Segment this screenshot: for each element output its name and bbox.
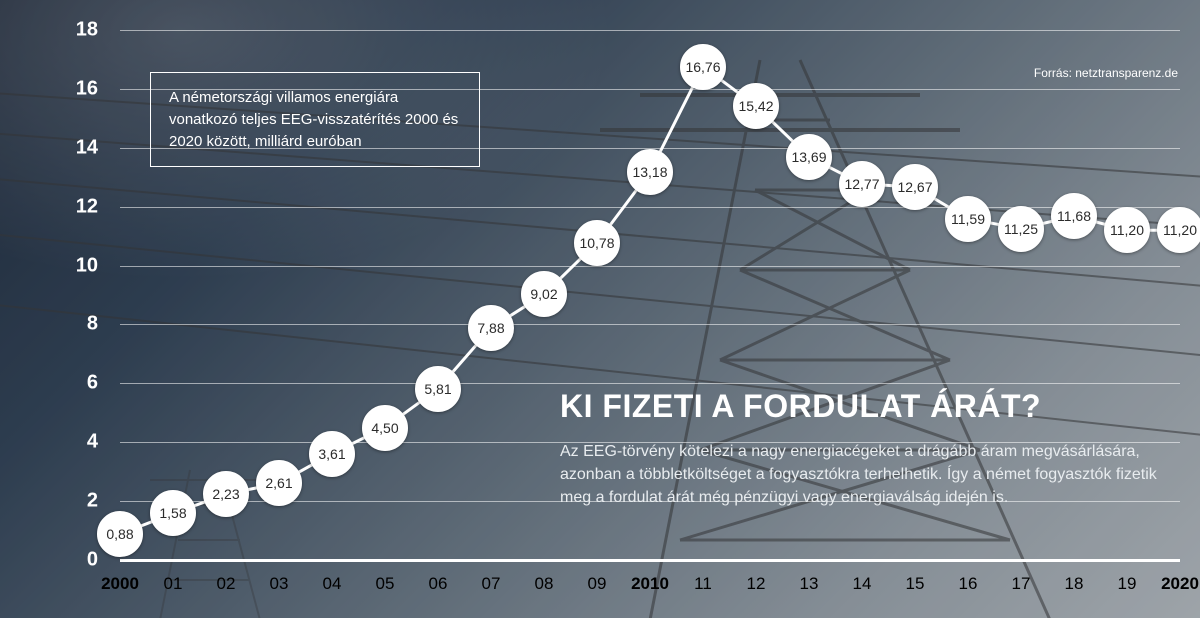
data-point-label: 11,20 xyxy=(1163,222,1197,238)
data-point-label: 11,59 xyxy=(951,211,985,227)
data-point: 11,20 xyxy=(1104,207,1150,253)
data-point-label: 5,81 xyxy=(424,381,451,397)
data-point-label: 0,88 xyxy=(106,526,133,542)
headline-text: KI FIZETI A FORDULAT ÁRÁT? xyxy=(560,388,1041,424)
data-point: 2,23 xyxy=(203,471,249,517)
data-point: 12,67 xyxy=(892,164,938,210)
data-point-label: 11,20 xyxy=(1110,222,1144,238)
data-point: 11,20 xyxy=(1157,207,1200,253)
data-point: 1,58 xyxy=(150,490,196,536)
data-point: 13,18 xyxy=(627,149,673,195)
data-point-label: 10,78 xyxy=(579,235,614,251)
data-point: 9,02 xyxy=(521,271,567,317)
headline: KI FIZETI A FORDULAT ÁRÁT? xyxy=(560,388,1041,425)
data-point-label: 15,42 xyxy=(738,98,773,114)
data-point: 13,69 xyxy=(786,134,832,180)
data-point: 5,81 xyxy=(415,366,461,412)
data-point: 11,59 xyxy=(945,196,991,242)
chart-description-text: A németországi villamos energiára vonatk… xyxy=(169,89,458,150)
data-point: 11,25 xyxy=(998,206,1044,252)
body-paragraph: Az EEG-törvény kötelezi a nagy energiacé… xyxy=(560,440,1170,510)
chart-container: 0246810121416182000010203040506070809201… xyxy=(0,0,1200,618)
data-point: 7,88 xyxy=(468,305,514,351)
data-point-label: 4,50 xyxy=(371,420,398,436)
data-point: 10,78 xyxy=(574,220,620,266)
source-citation: Forrás: netztransparenz.de xyxy=(1034,66,1178,80)
data-point: 11,68 xyxy=(1051,193,1097,239)
data-point-label: 13,18 xyxy=(632,164,667,180)
data-point: 12,77 xyxy=(839,161,885,207)
data-point-label: 16,76 xyxy=(685,59,720,75)
data-point: 0,88 xyxy=(97,511,143,557)
data-point-label: 11,25 xyxy=(1004,221,1038,237)
data-point-label: 12,67 xyxy=(897,179,932,195)
data-point: 16,76 xyxy=(680,44,726,90)
data-point-label: 7,88 xyxy=(477,320,504,336)
data-point-label: 11,68 xyxy=(1057,208,1091,224)
data-point-label: 2,61 xyxy=(265,475,292,491)
data-point: 3,61 xyxy=(309,431,355,477)
data-point-label: 3,61 xyxy=(318,446,345,462)
data-point-label: 1,58 xyxy=(159,505,186,521)
data-point-label: 2,23 xyxy=(212,486,239,502)
body-paragraph-text: Az EEG-törvény kötelezi a nagy energiacé… xyxy=(560,443,1157,506)
source-citation-text: Forrás: netztransparenz.de xyxy=(1034,66,1178,80)
data-point-label: 12,77 xyxy=(844,176,879,192)
data-point: 4,50 xyxy=(362,405,408,451)
data-point: 15,42 xyxy=(733,83,779,129)
data-point-label: 13,69 xyxy=(791,149,826,165)
data-point-label: 9,02 xyxy=(530,286,557,302)
chart-description-box: A németországi villamos energiára vonatk… xyxy=(150,72,480,167)
data-point: 2,61 xyxy=(256,460,302,506)
